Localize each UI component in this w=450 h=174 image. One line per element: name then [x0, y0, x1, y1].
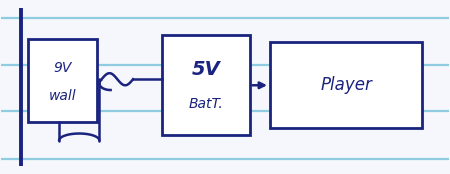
Text: 9V: 9V [53, 61, 72, 75]
Text: wall: wall [49, 89, 76, 103]
Text: BatT.: BatT. [189, 97, 223, 111]
Bar [162, 35, 250, 135]
Bar [27, 39, 97, 121]
Text: Player: Player [320, 76, 372, 94]
Bar [270, 42, 423, 128]
Text: 5V: 5V [192, 60, 220, 79]
